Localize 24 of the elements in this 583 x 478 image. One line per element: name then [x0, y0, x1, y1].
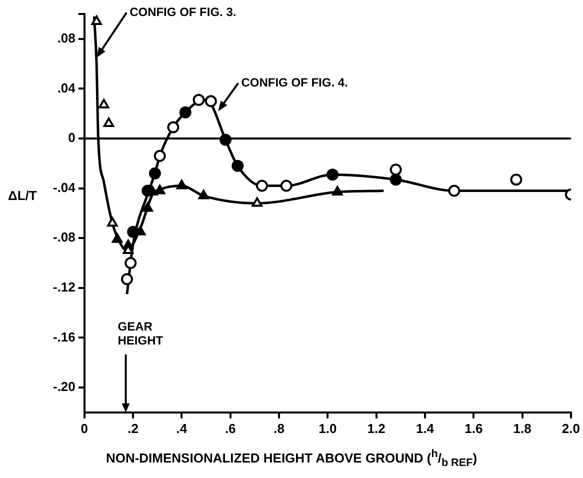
x-axis-title: NON-DIMENSIONALIZED HEIGHT ABOVE GROUND ($^{h}$/$_{b REF}$) [104, 448, 478, 469]
annotation: GEAR HEIGHT [118, 319, 164, 348]
y-tick-label: -.20 [52, 379, 76, 394]
x-tick-label: .2 [128, 420, 138, 436]
y-tick-label: 0 [68, 130, 76, 146]
x-tick-label: 1.4 [416, 420, 435, 436]
y-tick-label: -.08 [52, 230, 76, 245]
x-tick-label: 1.8 [513, 420, 532, 436]
y-tick-label: .04 [57, 80, 76, 96]
y-tick-label: .08 [57, 30, 76, 46]
annotation: CONFIG OF FIG. 3. [130, 4, 236, 19]
x-tick-label: 2.0 [562, 420, 580, 436]
y-tick-label: -.12 [52, 279, 76, 294]
x-tick-label: 1.2 [367, 420, 386, 436]
x-tick-label: .4 [176, 420, 188, 436]
x-tick-label: 0 [80, 420, 88, 436]
x-tick-label: 1.0 [318, 420, 337, 436]
annotation: CONFIG OF FIG. 4. [241, 75, 348, 90]
y-tick-label: -.16 [52, 329, 76, 344]
x-tick-label: .6 [224, 420, 236, 436]
x-tick-label: .8 [274, 420, 284, 436]
x-tick-label: 1.6 [464, 420, 483, 436]
y-axis-title: ΔL/T [8, 188, 37, 203]
y-tick-label: -.04 [52, 180, 76, 195]
